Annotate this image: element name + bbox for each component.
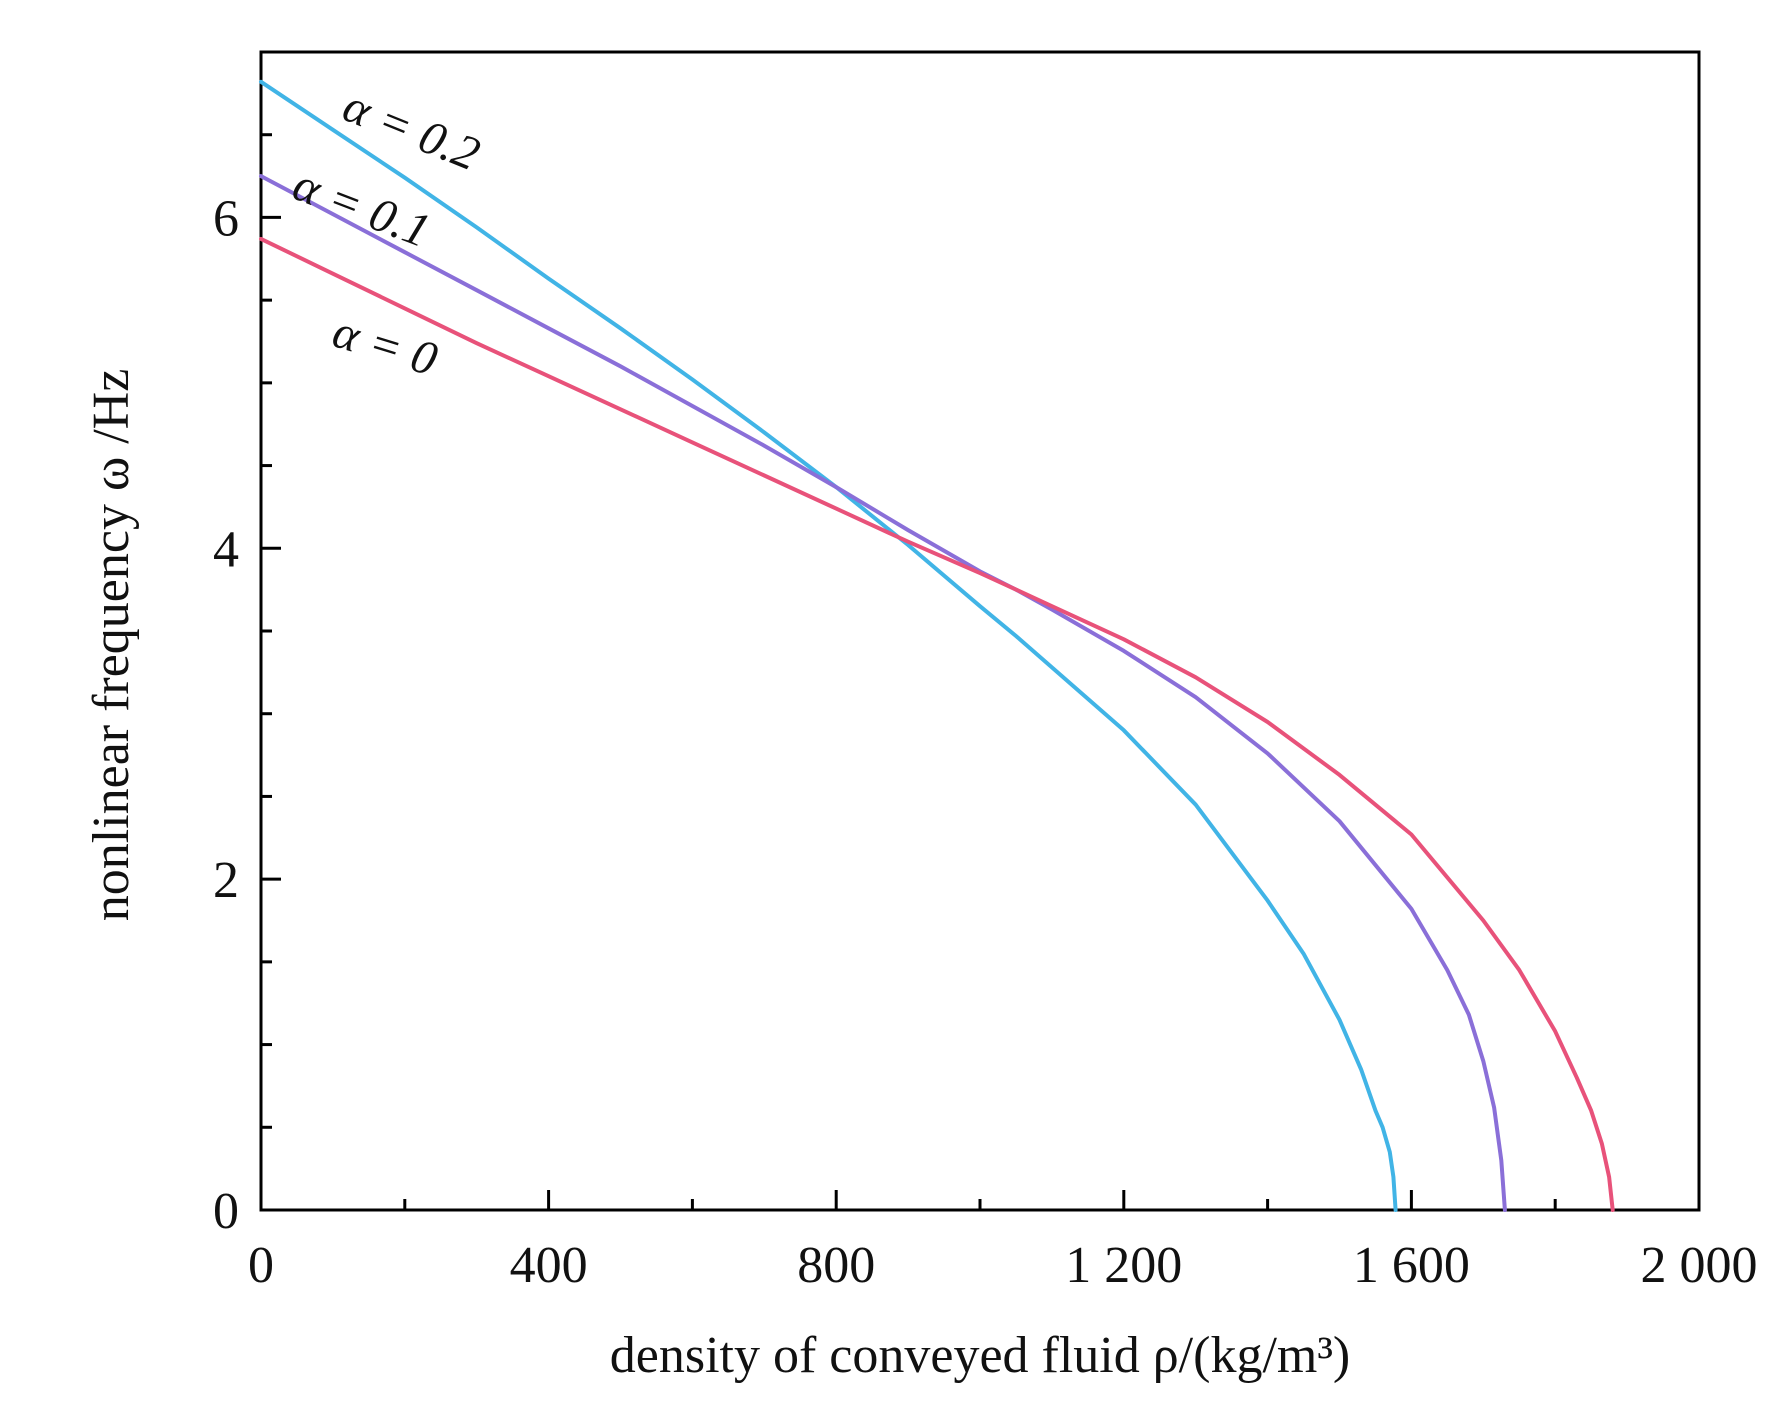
x-tick-label: 400 [510,1237,588,1294]
series-label-0: α = 0.2 [336,79,487,181]
series-line-2 [259,236,1615,1212]
x-tick-label: 0 [248,1237,274,1294]
y-axis-title: nonlinear frequency ω /Hz [83,369,140,922]
x-tick-label: 1 200 [1065,1237,1182,1294]
y-tick-label: 2 [213,852,239,909]
y-tick-label: 4 [213,521,239,578]
y-tick-label: 0 [213,1183,239,1240]
x-tick-label: 2 000 [1641,1237,1758,1294]
label-layer: α = 0.2α = 0.1α = 0 [286,79,487,386]
x-tick-label: 1 600 [1353,1237,1470,1294]
series-label-1: α = 0.1 [286,158,437,258]
x-axis-title: density of conveyed fluid ρ/(kg/m³) [610,1327,1351,1384]
series-layer [259,79,1615,1212]
tick-layer: 0 400 800 1 200 1 600 2 000 0 2 4 6 [213,50,1758,1294]
series-line-0 [259,79,1398,1212]
y-tick-label: 6 [213,190,239,247]
x-tick-label: 800 [797,1237,875,1294]
